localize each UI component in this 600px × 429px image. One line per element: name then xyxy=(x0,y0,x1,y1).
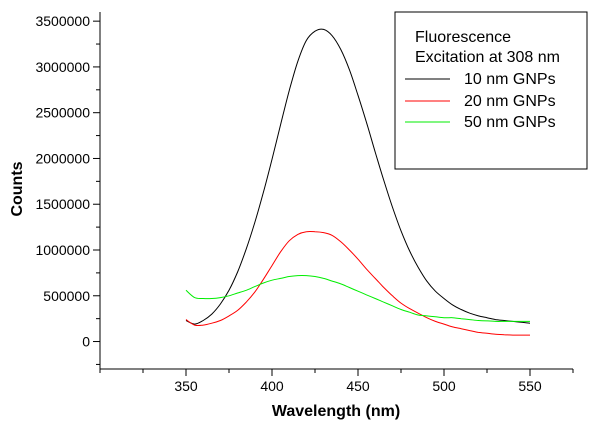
series-50nm-line xyxy=(185,275,530,322)
x-ticks: 350 400 450 500 550 xyxy=(99,369,574,394)
x-tick-label: 500 xyxy=(432,378,456,394)
x-tick-label: 550 xyxy=(518,378,542,394)
legend: Fluorescence Excitation at 308 nm 10 nm … xyxy=(394,11,588,170)
x-tick-label: 350 xyxy=(174,378,198,394)
axes: 350 400 450 500 550 0 500000 1000000 1500000 200… xyxy=(35,12,574,394)
y-tick-label: 2000000 xyxy=(35,150,90,166)
y-tick-label: 500000 xyxy=(43,288,90,304)
y-ticks: 0 500000 1000000 1500000 2000000 2500000 30000… xyxy=(35,13,100,365)
legend-box xyxy=(394,11,588,170)
x-tick-label: 400 xyxy=(260,378,284,394)
legend-label-20nm: 20 nm GNPs xyxy=(464,93,556,110)
legend-label-50nm: 50 nm GNPs xyxy=(464,114,556,131)
y-axis-title: Counts xyxy=(9,161,26,216)
legend-header-line-1: Fluorescence xyxy=(415,29,511,46)
y-tick-label: 1500000 xyxy=(35,196,90,212)
x-tick-label: 450 xyxy=(346,378,370,394)
x-axis-title: Wavelength (nm) xyxy=(272,403,400,420)
series-20nm-line xyxy=(185,230,531,336)
y-tick-label: 2500000 xyxy=(35,105,90,121)
series-10nm-line xyxy=(185,28,531,325)
y-tick-label: 3500000 xyxy=(35,13,90,29)
series-layer xyxy=(185,28,531,336)
y-tick-label: 1000000 xyxy=(35,242,90,258)
legend-label-10nm: 10 nm GNPs xyxy=(464,71,556,88)
y-tick-label: 3000000 xyxy=(35,59,90,75)
y-tick-label: 0 xyxy=(82,334,90,350)
legend-header-line-2: Excitation at 308 nm xyxy=(415,49,560,66)
